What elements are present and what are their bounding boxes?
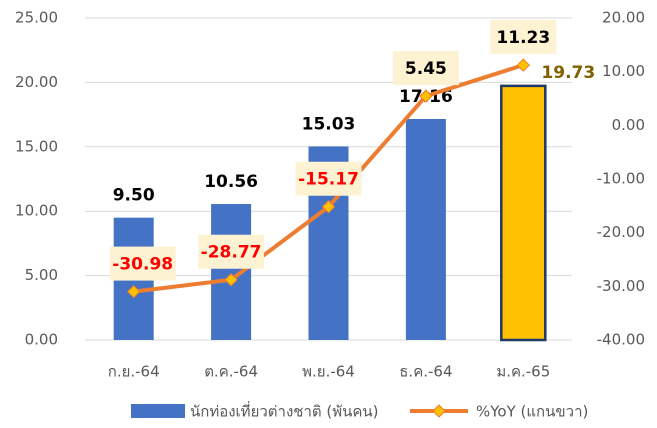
y2-tick-label: 0.00 — [612, 116, 645, 134]
x-tick-label: ธ.ค.-64 — [399, 363, 452, 381]
x-tick-label: พ.ย.-64 — [302, 363, 355, 381]
y-tick-label: 25.00 — [15, 9, 58, 27]
y-tick-label: 5.00 — [25, 266, 58, 284]
line-label-box — [392, 51, 459, 86]
line-marker — [224, 273, 238, 287]
bar-value-label: 15.03 — [302, 114, 356, 134]
x-tick-label: ต.ค.-64 — [204, 363, 258, 381]
y2-tick-label: 10.00 — [602, 62, 645, 80]
bar — [211, 203, 252, 340]
line-label-box — [109, 246, 176, 281]
y-tick-label: 0.00 — [25, 331, 58, 349]
line-value-label: -15.17 — [298, 170, 359, 190]
legend-marker — [432, 404, 446, 418]
bar-value-label: 19.73 — [541, 63, 595, 83]
line-label-box — [295, 161, 362, 196]
line-value-label: 5.45 — [405, 59, 447, 79]
y2-tick-label: 20.00 — [602, 9, 645, 27]
y2-tick-label: -40.00 — [597, 331, 645, 349]
line-marker — [419, 89, 433, 103]
y2-tick-label: -10.00 — [597, 170, 645, 188]
line-label-box — [198, 234, 265, 269]
y2-tick-label: -20.00 — [597, 223, 645, 241]
legend-label: %YoY (แกนขวา) — [476, 403, 588, 421]
line-value-label: -30.98 — [112, 255, 173, 275]
y-tick-label: 15.00 — [15, 137, 58, 155]
line-marker — [321, 200, 336, 214]
bar — [405, 118, 446, 340]
line-value-label: 11.23 — [496, 28, 550, 48]
bar-value-label: 9.50 — [113, 186, 155, 206]
x-tick-label: ก.ย.-64 — [108, 363, 160, 381]
y2-tick-label: -30.00 — [597, 277, 645, 295]
line-label-box — [490, 20, 557, 55]
y-tick-label: 20.00 — [15, 73, 58, 91]
line-value-label: -28.77 — [201, 243, 262, 263]
bar-value-label: 10.56 — [204, 172, 258, 192]
legend-label: นักท่องเที่ยวต่างชาติ (พันคน) — [190, 401, 379, 421]
line-marker — [516, 58, 531, 72]
legend-swatch — [131, 404, 185, 418]
bar — [500, 84, 547, 342]
line-marker — [126, 284, 141, 299]
x-tick-label: ม.ค.-65 — [496, 363, 550, 381]
y-tick-label: 10.00 — [15, 202, 58, 220]
